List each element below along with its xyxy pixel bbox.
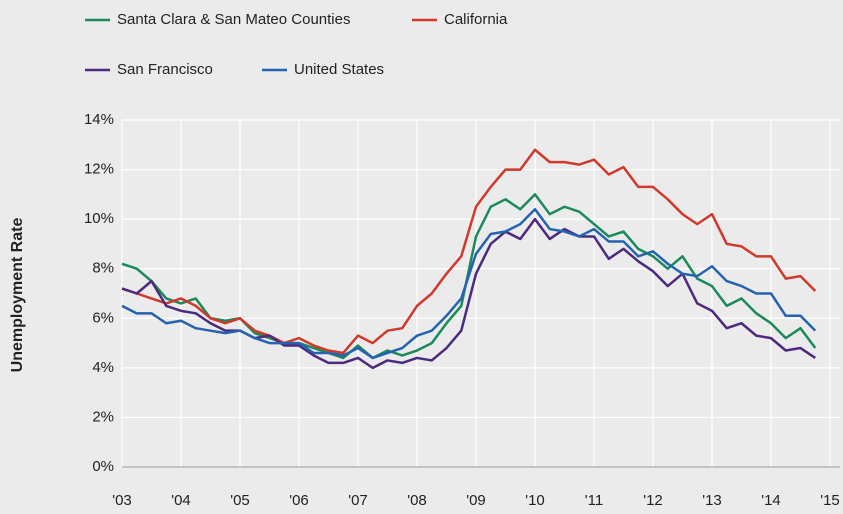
legend-label: California bbox=[444, 11, 508, 28]
y-tick-label: 4% bbox=[92, 359, 114, 376]
y-tick-label: 0% bbox=[92, 458, 114, 475]
legend-label: Santa Clara & San Mateo Counties bbox=[117, 11, 350, 28]
x-tick-label: '13 bbox=[702, 492, 722, 509]
x-tick-label: '10 bbox=[525, 492, 545, 509]
x-tick-label: '08 bbox=[407, 492, 427, 509]
y-tick-label: 6% bbox=[92, 309, 114, 326]
y-tick-label: 10% bbox=[84, 210, 114, 227]
x-tick-label: '03 bbox=[112, 492, 132, 509]
legend-label: San Francisco bbox=[117, 61, 213, 78]
x-tick-label: '07 bbox=[348, 492, 368, 509]
x-tick-label: '14 bbox=[761, 492, 781, 509]
x-tick-label: '15 bbox=[820, 492, 840, 509]
series-line bbox=[121, 148, 817, 355]
x-tick-label: '09 bbox=[466, 492, 486, 509]
y-tick-label: 14% bbox=[84, 111, 114, 128]
y-tick-label: 12% bbox=[84, 161, 114, 178]
x-tick-label: '11 bbox=[585, 492, 603, 509]
x-tick-label: '06 bbox=[289, 492, 309, 509]
x-tick-label: '04 bbox=[171, 492, 191, 509]
legend-label: United States bbox=[294, 61, 384, 78]
x-tick-label: '12 bbox=[643, 492, 663, 509]
series-line bbox=[121, 217, 816, 370]
y-axis-label: Unemployment Rate bbox=[9, 218, 26, 373]
y-tick-label: 8% bbox=[92, 260, 114, 277]
series-line bbox=[121, 207, 817, 360]
x-tick-label: '05 bbox=[230, 492, 250, 509]
y-tick-label: 2% bbox=[92, 408, 114, 425]
